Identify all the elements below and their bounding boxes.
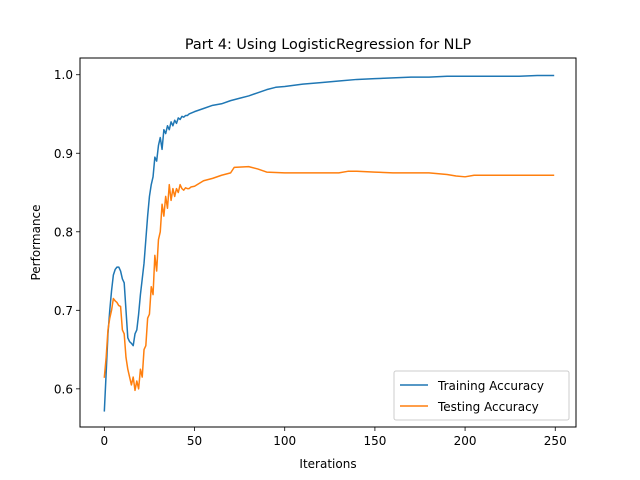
x-tick-label: 0 [101,434,109,448]
y-axis-label: Performance [29,204,43,280]
x-tick-label: 100 [273,434,296,448]
y-tick-label: 0.9 [54,147,73,161]
y-tick-label: 0.7 [54,304,73,318]
x-axis-label: Iterations [299,457,356,471]
y-axis: 0.6 0.7 0.8 0.9 1.0 [54,68,80,396]
x-tick-label: 50 [187,434,202,448]
legend-box [393,370,570,421]
legend-label-training: Training Accuracy [437,379,544,393]
y-tick-label: 0.8 [54,225,73,239]
legend-label-testing: Testing Accuracy [437,400,539,414]
y-tick-label: 1.0 [54,68,73,82]
chart-title: Part 4: Using LogisticRegression for NLP [185,37,472,53]
x-tick-label: 250 [544,434,567,448]
series-line-testing-accuracy [103,165,555,392]
legend: Training Accuracy Testing Accuracy [393,370,570,421]
x-tick-label: 200 [454,434,477,448]
x-tick-label: 150 [363,434,386,448]
x-axis: 0 50 100 150 200 250 [101,427,567,448]
plot-frame [79,57,577,428]
series-line-training-accuracy [103,74,555,412]
series-lines [103,74,555,412]
y-tick-label: 0.6 [54,382,73,396]
